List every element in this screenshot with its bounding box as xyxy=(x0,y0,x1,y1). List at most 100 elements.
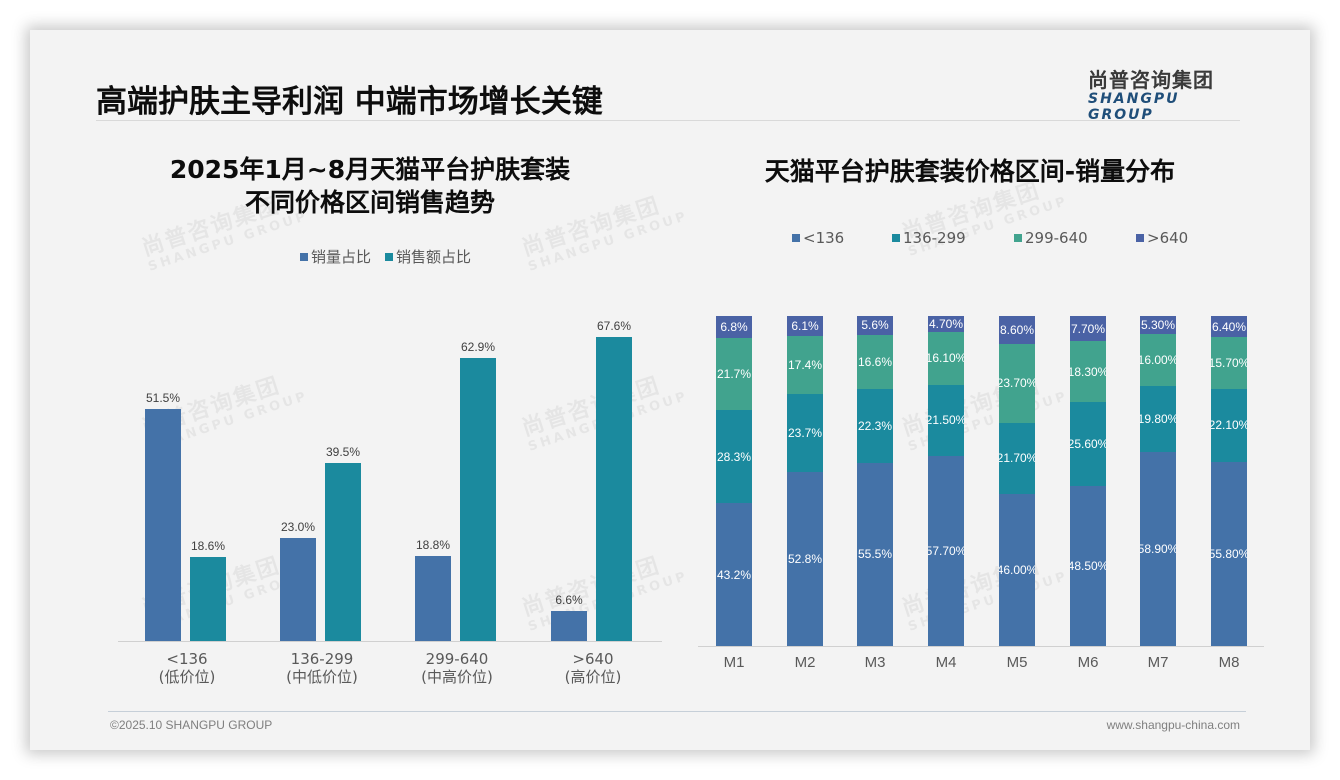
watermark-en: SHANGPU GROUP xyxy=(906,193,1071,260)
legend-label: 299-640 xyxy=(1025,229,1088,247)
legend-item-sales-volume: 销量占比 xyxy=(300,246,371,267)
watermark-cn: 尚普咨询集团 xyxy=(898,373,1044,442)
stacked-bar-M7: 58.90% 19.80% 16.00% 5.30% xyxy=(1140,316,1176,646)
bar-segment: 23.7% xyxy=(787,393,823,472)
bar-value-label: 6.6% xyxy=(555,593,583,608)
bar-segment: 55.80% xyxy=(1211,461,1247,646)
stacked-bar-M3: 55.5% 22.3% 16.6% 5.6% xyxy=(857,316,893,646)
bar-value-label: 18.6% xyxy=(190,539,226,554)
bar-segment: 48.50% xyxy=(1070,486,1106,646)
legend-item-299-640: 299-640 xyxy=(1014,229,1136,247)
bar-segment: 21.7% xyxy=(716,338,752,411)
legend-swatch-icon xyxy=(1014,234,1022,242)
month-label: M4 xyxy=(935,654,957,671)
bar-sales-amount xyxy=(190,557,226,641)
bar-segment: 7.70% xyxy=(1070,316,1106,342)
legend-label: 136-299 xyxy=(903,229,966,247)
footer-website-link[interactable]: www.shangpu-china.com xyxy=(1106,718,1240,732)
legend-label: >640 xyxy=(1147,229,1189,247)
bar-segment: 25.60% xyxy=(1070,401,1106,487)
bar-value-label: 39.5% xyxy=(325,445,361,460)
month-label: M2 xyxy=(794,654,816,671)
bar-segment: 22.3% xyxy=(857,389,893,463)
category-label: 299-640 (中高价位) xyxy=(421,650,493,686)
page-title: 高端护肤主导利润 中端市场增长关键 xyxy=(96,84,603,120)
month-label: M7 xyxy=(1147,654,1169,671)
bar-sales-volume xyxy=(280,537,316,641)
bar-segment: 57.70% xyxy=(928,455,964,646)
legend-label: 销量占比 xyxy=(311,248,372,266)
bar-segment: 23.70% xyxy=(999,344,1035,423)
bar-sales-volume xyxy=(145,409,181,641)
bar-sales-amount xyxy=(596,336,632,641)
left-chart-legend: 销量占比 销售额占比 xyxy=(300,246,471,267)
stacked-bar-M1: 43.2% 28.3% 21.7% 6.8% xyxy=(716,316,752,646)
category-label: <136 (低价位) xyxy=(158,650,216,686)
watermark-cn: 尚普咨询集团 xyxy=(898,553,1044,622)
bar-segment: 46.00% xyxy=(999,494,1035,646)
bar-segment: 58.90% xyxy=(1140,451,1176,646)
bar-value-label: 67.6% xyxy=(596,318,632,333)
month-label: M5 xyxy=(1006,654,1028,671)
legend-swatch-icon xyxy=(300,252,308,261)
legend-swatch-icon xyxy=(385,252,394,261)
legend-swatch-icon xyxy=(1136,234,1144,242)
bar-segment: 5.30% xyxy=(1140,316,1176,334)
stacked-bar-M6: 48.50% 25.60% 18.30% 7.70% xyxy=(1070,316,1106,646)
bar-segment: 21.50% xyxy=(928,384,964,456)
bar-segment: 6.8% xyxy=(716,316,752,339)
legend-swatch-icon xyxy=(792,234,800,242)
category-label: >640 (高价位) xyxy=(564,650,622,686)
right-chart-title: 天猫平台护肤套装价格区间-销量分布 xyxy=(764,157,1176,186)
legend-swatch-icon xyxy=(892,234,900,242)
legend-item-gt640: >640 xyxy=(1136,229,1188,247)
legend-item-136-299: 136-299 xyxy=(892,229,1014,247)
legend-label: <136 xyxy=(803,229,845,247)
bar-segment: 52.8% xyxy=(787,471,823,646)
right-chart-x-axis xyxy=(698,646,1264,647)
bar-segment: 5.6% xyxy=(857,316,893,335)
bar-segment: 16.10% xyxy=(928,331,964,385)
bar-value-label: 51.5% xyxy=(145,391,181,406)
logo-en-text: SHANGPU GROUP xyxy=(1088,91,1180,123)
stacked-bar-M2: 52.8% 23.7% 17.4% 6.1% xyxy=(787,316,823,646)
month-label: M3 xyxy=(864,654,886,671)
footer-copyright: ©2025.10 SHANGPU GROUP xyxy=(110,718,273,732)
month-label: M6 xyxy=(1077,654,1099,671)
bar-sales-amount xyxy=(325,463,361,641)
bar-value-label: 62.9% xyxy=(460,339,496,354)
company-logo: 尚普咨询集团 SHANGPU GROUP xyxy=(1088,64,1248,123)
bar-segment: 19.80% xyxy=(1140,386,1176,452)
left-chart-title: 2025年1月~8月天猫平台护肤套装 不同价格区间销售趋势 xyxy=(120,153,620,219)
legend-item-sales-amount: 销售额占比 xyxy=(385,246,471,267)
bar-segment: 28.3% xyxy=(716,410,752,504)
left-chart-x-axis xyxy=(118,641,662,642)
right-chart-legend: <136 136-299 299-640 >640 xyxy=(792,229,1188,247)
stacked-bar-M4: 57.70% 21.50% 16.10% 4.70% xyxy=(928,316,964,646)
bar-segment: 21.70% xyxy=(999,422,1035,495)
bar-sales-amount xyxy=(460,357,496,641)
bar-segment: 4.70% xyxy=(928,316,964,332)
bar-segment: 55.5% xyxy=(857,462,893,646)
category-label: 136-299 (中低价位) xyxy=(286,650,358,686)
bar-segment: 15.70% xyxy=(1211,337,1247,389)
footer-divider xyxy=(108,711,1246,712)
bar-segment: 6.40% xyxy=(1211,316,1247,338)
title-divider xyxy=(96,120,1240,121)
stacked-bar-M5: 46.00% 21.70% 23.70% 8.60% xyxy=(999,316,1035,646)
left-chart-title-line2: 不同价格区间销售趋势 xyxy=(244,188,495,217)
bar-segment: 16.6% xyxy=(857,334,893,390)
month-label: M8 xyxy=(1218,654,1240,671)
legend-item-lt136: <136 xyxy=(792,229,892,247)
bar-value-label: 18.8% xyxy=(415,538,451,553)
legend-label: 销售额占比 xyxy=(396,248,472,266)
bar-segment: 8.60% xyxy=(999,316,1035,345)
bar-value-label: 23.0% xyxy=(280,519,316,534)
bar-segment: 43.2% xyxy=(716,503,752,646)
bar-segment: 18.30% xyxy=(1070,341,1106,402)
bar-segment: 6.1% xyxy=(787,316,823,337)
month-label: M1 xyxy=(723,654,745,671)
slide: 高端护肤主导利润 中端市场增长关键 尚普咨询集团 SHANGPU GROUP 尚… xyxy=(30,30,1310,750)
